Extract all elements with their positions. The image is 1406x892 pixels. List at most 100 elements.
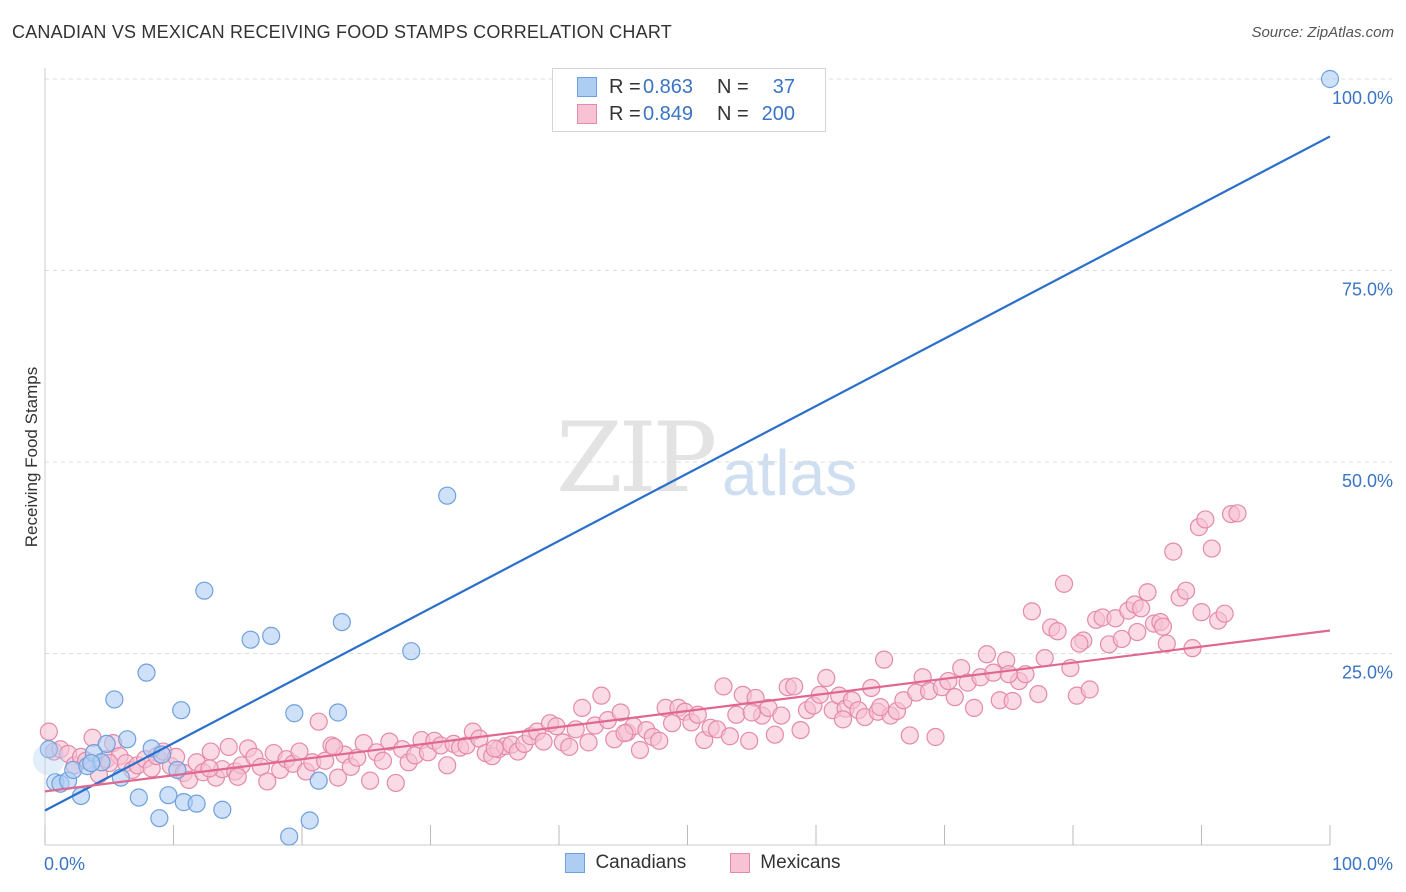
mexicans-point <box>1132 599 1151 618</box>
mexicans-point <box>791 720 810 740</box>
canadians-point <box>159 786 178 805</box>
y-tick-label: 75.0% <box>1342 280 1393 300</box>
canadians-trend-line <box>44 135 1331 812</box>
mexicans-point <box>179 770 199 789</box>
mexicans-point <box>1215 604 1234 623</box>
mexicans-point <box>939 671 958 691</box>
mexicans-point <box>534 732 553 751</box>
y-axis-label: Receiving Food Stamps <box>22 367 41 547</box>
mexicans-point <box>833 710 853 729</box>
canadians-point <box>328 703 348 722</box>
y-tick-label: 25.0% <box>1342 663 1393 683</box>
tick-labels: 25.0% 50.0% 75.0% 100.0% 0.0% 100.0% Receiving… <box>22 88 1393 874</box>
mexicans-point <box>309 712 328 731</box>
mexicans-point <box>720 727 740 746</box>
canadians-point <box>309 771 328 790</box>
n-label: N = <box>717 75 749 98</box>
canadians-point <box>97 734 116 753</box>
canadians-swatch <box>565 853 586 873</box>
mexicans-point <box>1164 542 1183 561</box>
mexicans-point <box>258 772 277 791</box>
mexicans-point <box>785 677 804 696</box>
series-legend: Canadians Mexicans <box>0 852 1406 874</box>
mexicans-point <box>611 703 630 722</box>
mexicans-point <box>1022 602 1041 621</box>
mexicans-point <box>871 698 890 717</box>
mexicans-point <box>438 756 457 775</box>
gridlines <box>45 78 1392 654</box>
mexicans-point <box>630 740 650 760</box>
mexicans-point <box>1153 617 1173 636</box>
mexicans-point <box>325 737 344 757</box>
legend-label: Mexicans <box>760 852 841 873</box>
mexicans-point <box>373 751 393 770</box>
canadians-point <box>32 743 65 776</box>
mexicans-point <box>1035 648 1054 668</box>
r-value: 0.849 <box>643 102 694 125</box>
legend-label: Canadians <box>595 852 687 873</box>
y-tick-label: 50.0% <box>1342 471 1393 491</box>
canadians-swatch <box>577 77 597 97</box>
mexicans-point <box>977 645 997 664</box>
canadians-point <box>332 612 351 632</box>
mexicans-point <box>228 767 247 786</box>
mexicans-swatch <box>730 853 751 873</box>
canadians-point <box>137 663 156 682</box>
mexicans-point <box>615 724 634 743</box>
canadians-point <box>82 753 101 773</box>
canadians-point <box>195 581 214 600</box>
mexicans-point <box>1138 583 1157 602</box>
mexicans-point <box>386 773 405 793</box>
mexicans-point <box>964 698 984 717</box>
n-value: 37 <box>772 75 795 98</box>
mexicans-point <box>219 737 238 757</box>
mexicans-point <box>1228 504 1247 523</box>
mexicans-point <box>875 650 894 669</box>
canadians-point <box>1320 69 1340 89</box>
mexicans-point <box>1196 510 1215 529</box>
mexicans-point <box>592 686 611 705</box>
axes <box>44 68 1331 846</box>
legend-item-mexicans[interactable]: Mexicans <box>730 852 841 874</box>
mexicans-point <box>742 703 761 722</box>
mexicans-point <box>900 726 919 745</box>
mexicans-point <box>1003 691 1022 711</box>
mexicans-point <box>1048 622 1067 641</box>
x-tick-label: 100.0% <box>1332 854 1393 874</box>
mexicans-point <box>945 688 964 707</box>
mexicans-point <box>361 771 380 790</box>
mexicans-point <box>39 722 58 741</box>
canadians-point <box>129 788 148 807</box>
mexicans-point <box>1128 622 1147 642</box>
legend-item-canadians[interactable]: Canadians <box>565 852 686 874</box>
legend-row-canadians: R = 0.863 N = 37 <box>577 75 795 99</box>
canadians-point <box>213 800 232 819</box>
r-label: R = <box>609 102 641 125</box>
canadians-point <box>402 642 421 661</box>
mexicans-point <box>1080 680 1099 699</box>
mexicans-point <box>662 714 682 733</box>
mexicans-point <box>579 733 598 752</box>
trend-lines <box>44 135 1331 812</box>
r-label: R = <box>609 75 641 98</box>
mexicans-point <box>485 739 504 758</box>
mexicans-point <box>1070 634 1089 653</box>
mexicans-point <box>200 759 219 778</box>
mexicans-point <box>772 706 791 725</box>
watermark-zip: ZIP <box>556 402 717 514</box>
mexicans-point <box>1029 684 1048 704</box>
canadians-point <box>262 626 281 645</box>
watermark-atlas: atlas <box>722 437 858 509</box>
mexicans-point <box>1192 603 1211 622</box>
canadians-point <box>39 740 58 759</box>
source-label: Source: ZipAtlas.com <box>1251 24 1394 41</box>
canadians-point <box>118 730 137 749</box>
mexicans-point <box>650 731 669 750</box>
mexicans-point <box>573 698 592 717</box>
canadians-point <box>105 690 124 709</box>
canadians-point <box>187 794 206 813</box>
mexicans-point <box>1112 629 1131 649</box>
canadians-point <box>172 701 191 720</box>
mexicans-point <box>560 737 579 757</box>
